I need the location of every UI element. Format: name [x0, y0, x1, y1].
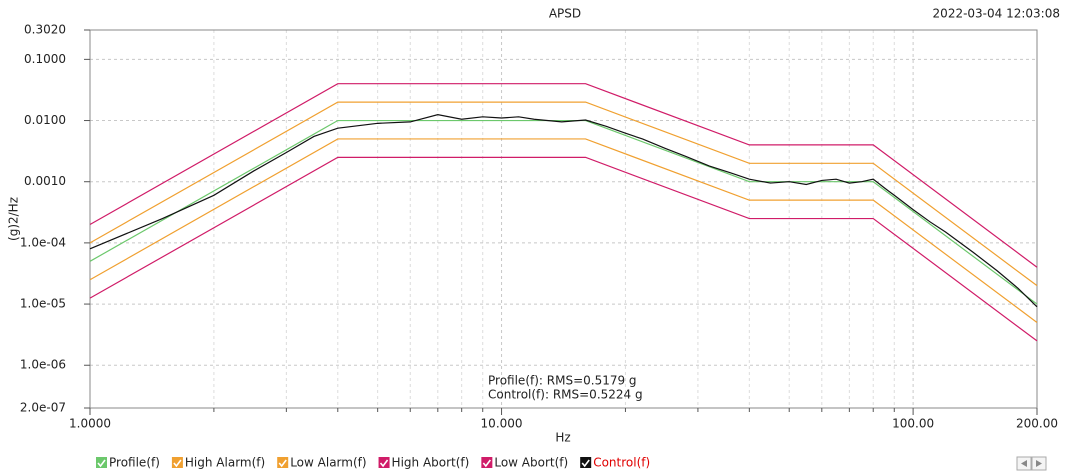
x-tick-label: 1.0000: [69, 417, 111, 431]
check-mark: [278, 459, 287, 468]
y-tick-label: 2.0e-07: [20, 401, 66, 415]
arrow-right: [1036, 460, 1042, 467]
series-line: [89, 101, 1038, 287]
y-tick-label: 1.0e-05: [20, 297, 66, 311]
check-mark: [482, 459, 491, 468]
legend-item[interactable]: High Alarm(f): [171, 456, 265, 470]
legend-label: Low Abort(f): [494, 456, 568, 470]
timestamp: 2022-03-04 12:03:08: [933, 7, 1060, 21]
plot-frame: [89, 29, 1038, 409]
x-tick-label: 10.000: [481, 417, 523, 431]
arrow-left: [1021, 460, 1027, 467]
check-mark: [581, 459, 590, 468]
legend-item[interactable]: Profile(f): [96, 456, 160, 470]
legend-label: Low Alarm(f): [290, 456, 366, 470]
scroll-buttons[interactable]: [1016, 456, 1047, 471]
y-tick-label: 0.1000: [24, 52, 66, 66]
chart-title: APSD: [549, 7, 581, 21]
series-line: [89, 138, 1038, 323]
series-line: [89, 83, 1038, 268]
legend-label: Control(f): [593, 456, 650, 470]
legend-item[interactable]: High Abort(f): [378, 456, 470, 470]
series-line: [89, 119, 1038, 305]
x-tick-label: 100.00: [892, 417, 934, 431]
legend-checkbox[interactable]: [277, 457, 289, 468]
check-mark: [97, 459, 106, 468]
annotation: Control(f): RMS=0.5224 g: [488, 388, 643, 402]
annotation: Profile(f): RMS=0.5179 g: [488, 374, 637, 388]
legend-checkbox[interactable]: [580, 457, 592, 468]
y-tick-label: 0.0010: [24, 174, 66, 188]
check-mark: [173, 459, 182, 468]
x-axis-label: Hz: [555, 431, 570, 445]
legend-checkbox[interactable]: [481, 457, 493, 468]
legend-checkbox[interactable]: [378, 457, 390, 468]
legend-item[interactable]: Low Alarm(f): [277, 456, 367, 470]
check-mark: [379, 459, 389, 468]
legend-item[interactable]: Control(f): [580, 456, 650, 470]
legend-label: High Alarm(f): [185, 456, 265, 470]
legend-label: Profile(f): [109, 456, 160, 470]
y-tick-label: 1.0e-04: [20, 235, 66, 249]
legend-item[interactable]: Low Abort(f): [481, 456, 568, 470]
y-axis-label: (g)2/Hz: [7, 197, 21, 241]
series-line: [89, 156, 1038, 342]
y-tick-label: 1.0e-06: [20, 358, 66, 372]
legend-label: High Abort(f): [392, 456, 470, 470]
y-tick-label: 0.3020: [24, 23, 66, 37]
y-tick-label: 0.0100: [24, 113, 66, 127]
legend-checkbox[interactable]: [96, 457, 107, 468]
legend-checkbox[interactable]: [171, 457, 183, 468]
series-line: [89, 113, 1038, 308]
x-tick-label: 200.00: [1016, 417, 1058, 431]
